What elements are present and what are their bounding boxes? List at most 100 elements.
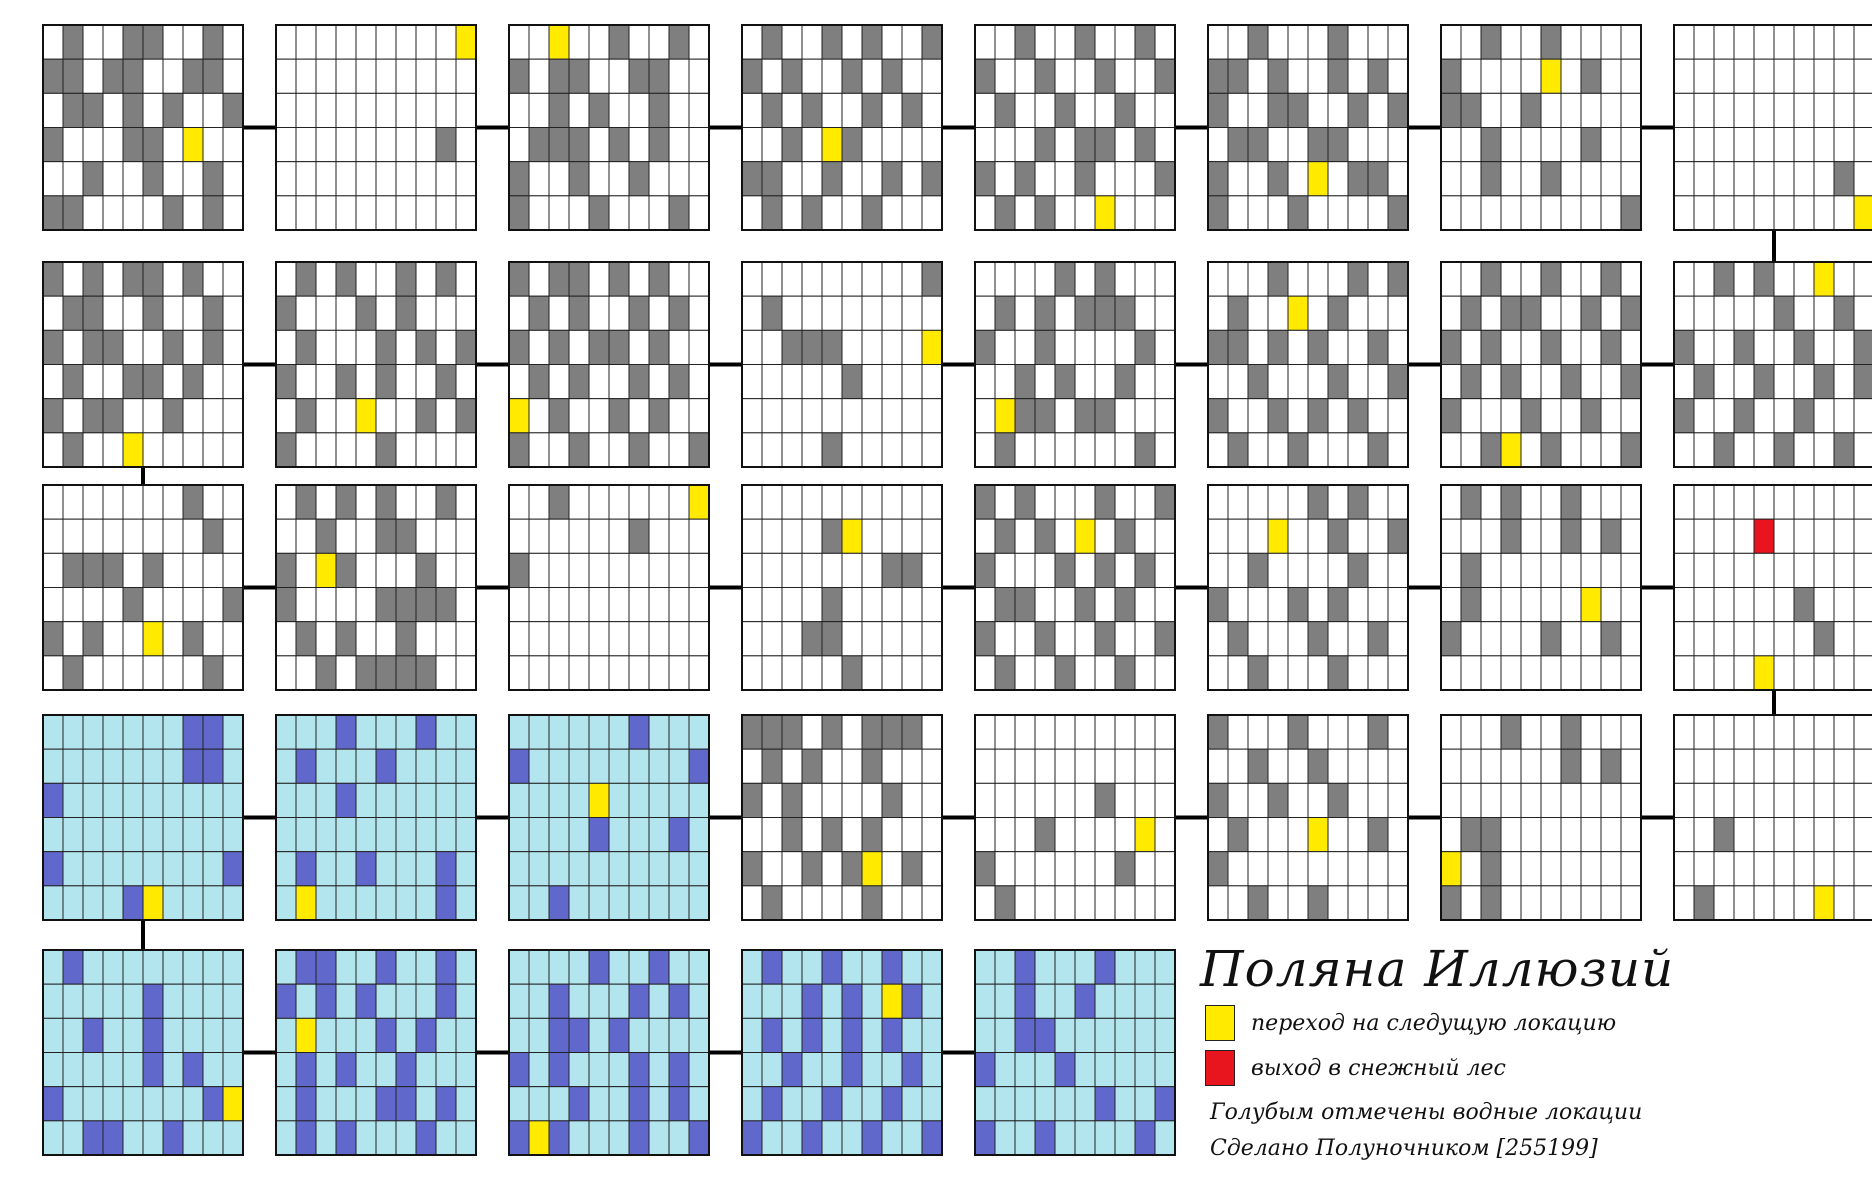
cell-open	[1833, 655, 1855, 691]
cell-open	[1773, 161, 1795, 197]
cell-open	[781, 655, 803, 691]
cell-open	[1620, 885, 1642, 921]
cell-open	[1134, 1052, 1156, 1088]
cell-blocked	[1347, 161, 1369, 197]
cell-blocked	[1014, 949, 1036, 985]
cell-blocked	[122, 58, 144, 94]
cell-open	[974, 24, 996, 60]
cell-open	[1227, 552, 1249, 588]
cell-open	[315, 432, 337, 468]
cell-open	[1287, 261, 1309, 297]
cell-blocked	[1074, 587, 1096, 623]
cell-blocked	[821, 1086, 843, 1122]
cell-open	[1693, 161, 1715, 197]
cell-open	[122, 398, 144, 434]
location-grid-r2-c1	[42, 261, 244, 468]
cell-open	[761, 621, 783, 657]
cell-blocked	[42, 1086, 64, 1122]
cell-blocked	[222, 851, 244, 887]
cell-open	[1247, 329, 1269, 366]
cell-open	[1733, 851, 1755, 887]
cell-open	[1207, 295, 1229, 331]
grid-border	[974, 484, 1176, 691]
cell-open	[1733, 748, 1755, 784]
cell-open	[1793, 518, 1815, 554]
cell-open	[315, 24, 337, 60]
cell-open	[741, 885, 763, 921]
cell-open	[1673, 817, 1695, 853]
cell-open	[528, 1017, 550, 1053]
cell-blocked	[548, 261, 570, 297]
grid-border	[974, 261, 1176, 468]
cell-open	[568, 949, 590, 985]
cell-open	[162, 1052, 184, 1088]
cell-open	[1094, 24, 1116, 60]
cell-open	[415, 782, 437, 818]
cell-blocked	[821, 329, 843, 366]
cell-blocked	[1327, 782, 1349, 818]
cell-open	[275, 24, 297, 60]
cell-open	[1094, 1052, 1116, 1088]
cell-open	[861, 432, 883, 468]
cell-open	[1793, 195, 1815, 231]
cell-transition	[921, 329, 943, 366]
cell-open	[1074, 261, 1096, 297]
cell-open	[1367, 885, 1389, 921]
cell-open	[1247, 195, 1269, 231]
location-grid-r3-c3	[508, 484, 710, 691]
cell-open	[1773, 518, 1795, 554]
cell-open	[881, 329, 903, 366]
cell-open	[1620, 782, 1642, 818]
cell-open	[1134, 983, 1156, 1019]
cell-open	[375, 851, 397, 887]
cell-blocked	[1134, 127, 1156, 163]
cell-blocked	[335, 1052, 357, 1088]
cell-open	[801, 1052, 823, 1088]
cell-open	[608, 552, 630, 588]
cell-open	[1673, 655, 1695, 691]
cell-transition	[1753, 655, 1775, 691]
cell-open	[1014, 432, 1036, 468]
cell-open	[841, 295, 863, 331]
cell-open	[628, 885, 650, 921]
cell-open	[901, 587, 923, 623]
legend-item-transition: переход на следущую локацию	[1205, 1005, 1616, 1041]
cell-blocked	[102, 398, 124, 434]
cell-open	[1480, 655, 1502, 691]
cell-open	[588, 364, 610, 400]
cell-open	[1267, 295, 1289, 331]
cell-open	[42, 364, 64, 400]
cell-open	[1387, 621, 1409, 657]
cell-open	[1540, 714, 1562, 750]
cell-open	[1580, 261, 1602, 297]
cell-blocked	[568, 161, 590, 197]
cell-open	[142, 851, 164, 887]
cell-blocked	[668, 364, 690, 400]
cell-open	[122, 329, 144, 366]
cell-open	[741, 261, 763, 297]
location-grid-r5-c4	[741, 949, 943, 1156]
cell-open	[881, 748, 903, 784]
cell-blocked	[335, 1120, 357, 1156]
cell-open	[1753, 587, 1775, 623]
cell-blocked	[435, 127, 457, 163]
cell-open	[122, 295, 144, 331]
cell-blocked	[82, 329, 104, 366]
cell-open	[881, 432, 903, 468]
cell-open	[1347, 885, 1369, 921]
cell-open	[1114, 195, 1136, 231]
cell-open	[588, 432, 610, 468]
cell-open	[435, 782, 457, 818]
cell-open	[841, 885, 863, 921]
cell-open	[1154, 587, 1176, 623]
cell-blocked	[142, 552, 164, 588]
grid-border	[741, 484, 943, 691]
cell-blocked	[608, 1017, 630, 1053]
cell-open	[1813, 161, 1835, 197]
cell-open	[1713, 518, 1735, 554]
cell-blocked	[1014, 1017, 1036, 1053]
cell-open	[608, 484, 630, 520]
cell-open	[1753, 621, 1775, 657]
cell-open	[1480, 195, 1502, 231]
cell-open	[588, 58, 610, 94]
